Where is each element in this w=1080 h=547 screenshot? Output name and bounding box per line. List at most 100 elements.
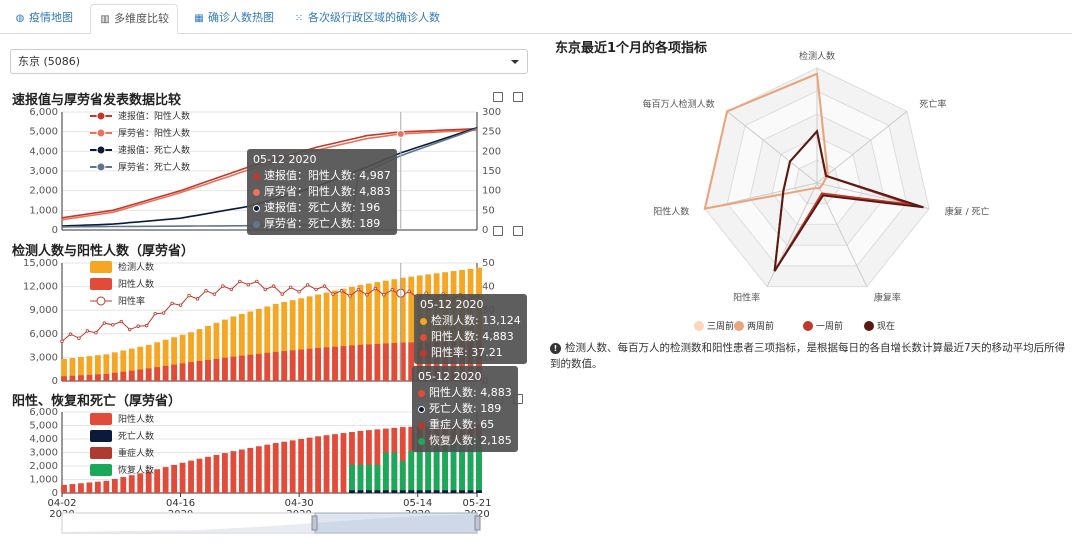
chart3-bar-positive (222, 453, 228, 493)
chart3-bar-recovered (476, 437, 482, 493)
chart2-bar-positive (323, 347, 330, 381)
chart3-bar-deaths (408, 490, 415, 493)
chart2-rate-point (280, 292, 284, 296)
chart3-bar-positive (162, 467, 169, 493)
tab-subregions[interactable]: ⁙ 各次级行政区域的确诊人数 (285, 4, 448, 34)
chart3-legend-swatch (90, 413, 112, 425)
tab-heatmap[interactable]: ▦ 确诊人数热图 (185, 4, 282, 34)
chart2-rate-point (195, 297, 200, 301)
slider-handle-right (474, 515, 481, 531)
chart2-bar-positive (281, 351, 288, 381)
chart2-rate-point (272, 284, 276, 288)
chart3-bar-positive (128, 475, 135, 493)
chart2-y-tick: 0 (52, 376, 58, 387)
chart2-title: 检测人数与阳性人数（厚劳省） (12, 244, 195, 259)
chart2-bar-positive (340, 346, 347, 381)
radar-spoke (816, 110, 908, 184)
chart2-bar-tests (213, 322, 220, 381)
chart3-bar-recovered (357, 464, 364, 493)
chart2-bar-positive (222, 357, 228, 381)
chart3-legend-swatch (90, 464, 112, 476)
chart2-rate-point (229, 287, 234, 292)
chart2-bar-tests (399, 277, 406, 381)
chart2-rate-point (204, 289, 208, 293)
chart2-y-tick: 12,000 (23, 282, 58, 293)
chart3-bar-positive (94, 481, 101, 493)
chart3-bar-recovered (382, 452, 389, 493)
tooltip-date: 05-12 2020 (420, 298, 484, 311)
chart3-bar-positive (272, 443, 279, 493)
chart2-rate-point (288, 285, 293, 290)
tooltip-row: 速报值：阳性人数: 4,987 (253, 168, 391, 184)
radar-indicator-label: 阳性率 (733, 291, 760, 303)
chart2-bar-tests (137, 346, 144, 381)
chart1-y2-tick: 100 (482, 186, 501, 197)
chart3-legend-swatch (90, 447, 112, 459)
tab-epidemic-map[interactable]: ◍ 疫情地图 (6, 4, 81, 34)
region-select[interactable]: 东京 (5086) (10, 49, 528, 74)
tooltip-date: 05-12 2020 (253, 153, 317, 166)
tab-multi-compare[interactable]: ▥ 多维度比较 (90, 4, 178, 34)
radar-indicator-label: 康复 / 死亡 (945, 205, 990, 217)
chart3-bar-positive (264, 444, 271, 493)
chart2-rate-point (94, 330, 98, 335)
chart3-y-tick: 2,000 (29, 461, 58, 472)
tooltip-row: 厚劳省：死亡人数: 189 (253, 216, 391, 232)
chart2-bar-tests (264, 306, 271, 381)
chart2-bar-tests (306, 296, 313, 381)
slider-handle-left (311, 515, 318, 531)
chart3: 6,000 5,000 4,000 3,000 2,000 1,000 0 阳性人数死亡人数重… (29, 407, 491, 520)
chart3-bar-positive (247, 447, 254, 493)
chart2-bar-positive (61, 376, 67, 381)
chart1-tooltip: 05-12 2020 速报值：阳性人数: 4,987 厚劳省：阳性人数: 4,8… (247, 149, 397, 235)
chart2-rate-point (356, 287, 361, 292)
chart3-bar-recovered (349, 464, 355, 493)
tooltip-row: 阳性人数: 4,883 (418, 385, 512, 401)
chart1-y2-tick: 150 (482, 166, 501, 177)
chart2-rate-point (170, 301, 174, 306)
chart3-bar-positive (61, 484, 67, 493)
chart2-rate-point (382, 293, 386, 297)
chart2-bar-positive (298, 349, 305, 381)
chart2-bar-positive (230, 356, 237, 381)
chart2-rate-point (161, 311, 166, 315)
chevron-down-icon (511, 60, 519, 64)
chart2-bar-positive (357, 344, 364, 381)
chart3-bar-positive (154, 469, 161, 493)
chart3-bar-deaths (349, 490, 355, 493)
slider-window (314, 512, 478, 534)
chart2-rate-point (246, 283, 251, 287)
chart2-bar-tests (78, 357, 84, 381)
chart2-rate-point (111, 323, 115, 327)
chart3-legend-label: 阳性人数 (118, 413, 154, 425)
chart3-bar-positive (349, 431, 355, 493)
chart3-bar-deaths (365, 490, 372, 493)
chart2-bar-tests (323, 292, 330, 381)
chart3-bar-deaths (467, 490, 474, 493)
zoom-icon[interactable] (493, 92, 503, 102)
chart3-bar-positive (137, 473, 144, 493)
chart2-rate-point (297, 290, 301, 294)
chart2-bar-positive (332, 346, 338, 381)
chart3-x-tick: 05-21 (462, 498, 491, 509)
chart1-legend-label: 速报值：阳性人数 (118, 110, 190, 122)
chart3-bar-positive (306, 437, 313, 493)
datazoom-slider[interactable] (61, 512, 481, 534)
chart3-bar-deaths (382, 490, 389, 493)
chart3-bar-deaths (399, 490, 406, 493)
chart2-bar-tests (281, 302, 288, 381)
chart3-bar-recovered (425, 447, 432, 493)
chart3-legend-label: 重症人数 (118, 447, 154, 459)
chart2-legend-swatch (90, 278, 112, 290)
restore-icon[interactable] (513, 92, 523, 102)
chart2-legend-swatch (90, 261, 112, 273)
chart2-tooltip: 05-12 2020 检测人数: 13,124 阳性人数: 4,883 阳性率:… (414, 294, 527, 364)
chart3-legend-label: 死亡人数 (118, 430, 154, 442)
chart2-bar-positive (128, 370, 135, 381)
chart3-bar-deaths (476, 490, 482, 493)
chart2-rate-point (348, 294, 352, 298)
zoom-icon[interactable] (493, 226, 503, 236)
restore-icon[interactable] (513, 226, 523, 236)
chart2-rate-point (187, 293, 191, 298)
chart2-bar-positive (120, 371, 127, 381)
